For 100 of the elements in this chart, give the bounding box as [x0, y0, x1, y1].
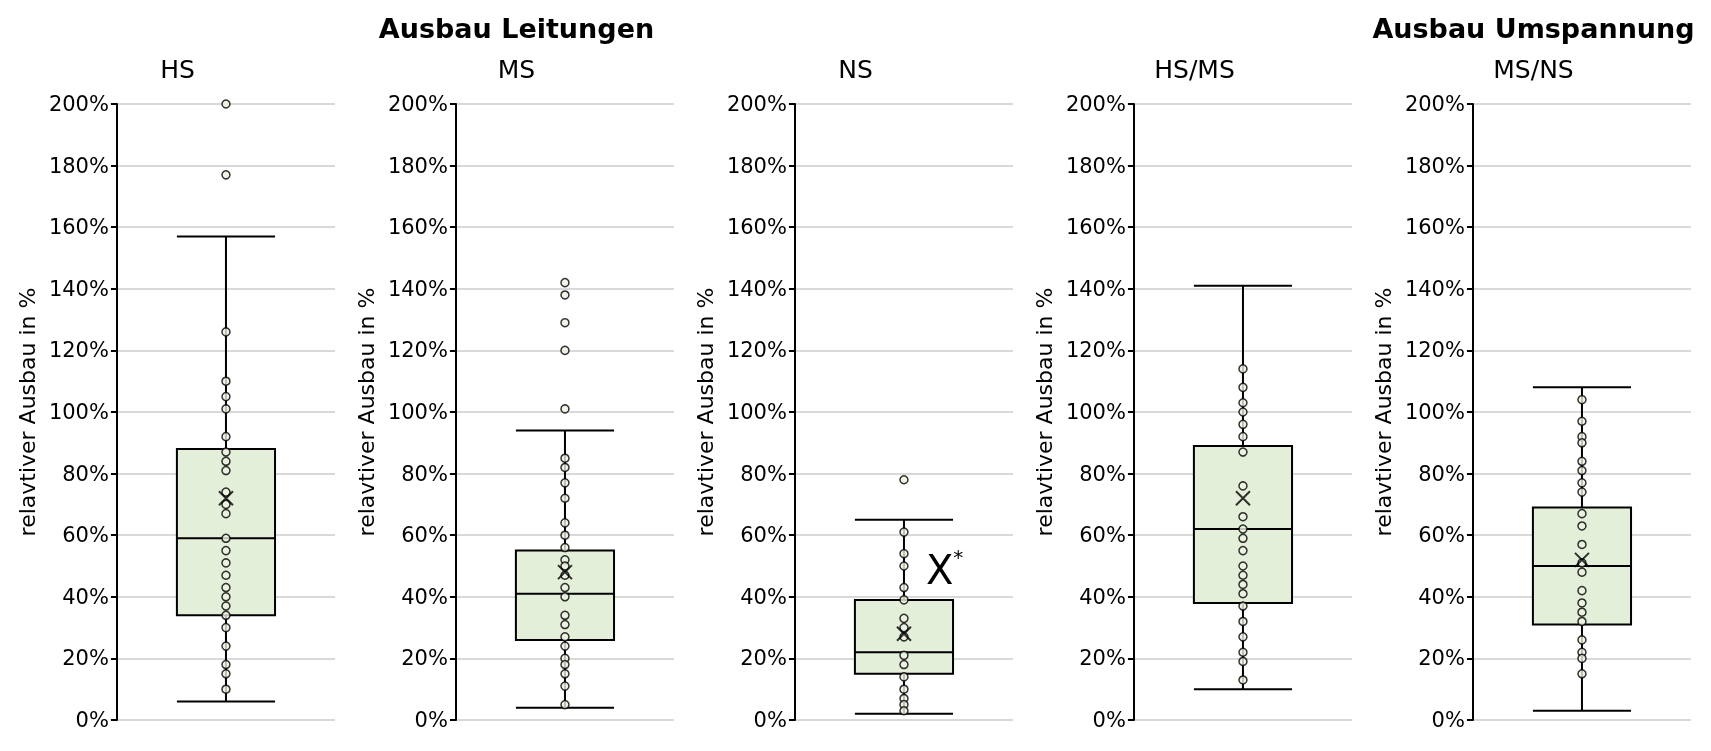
point — [1577, 539, 1587, 550]
y-tick-label: 200% — [1404, 92, 1465, 116]
point — [1238, 570, 1248, 580]
point — [1238, 656, 1248, 667]
y-axis-title: relavtiver Ausbau in % — [1370, 287, 1396, 537]
y-tick-label: 180% — [1404, 153, 1465, 178]
y-tick-label: 140% — [1065, 276, 1126, 301]
point — [899, 706, 909, 716]
chart-title: Ausbau Umspannung — [1372, 13, 1695, 44]
point — [221, 669, 231, 679]
y-tick-label: 100% — [387, 400, 448, 424]
point — [899, 561, 909, 571]
y-tick-label: 40% — [1418, 584, 1465, 609]
point — [560, 632, 570, 642]
chart-subtitle: MS — [497, 55, 536, 84]
point — [1577, 478, 1587, 488]
chart-subtitle: NS — [838, 55, 873, 84]
point — [1238, 632, 1248, 642]
y-tick-label: 160% — [1404, 215, 1465, 240]
point — [221, 456, 231, 467]
point — [221, 570, 231, 580]
point — [1238, 647, 1248, 657]
point — [1577, 653, 1587, 664]
point — [1577, 508, 1587, 519]
point — [560, 641, 570, 651]
point — [1238, 407, 1248, 417]
point — [1577, 616, 1587, 627]
y-tick-label: 180% — [726, 153, 787, 178]
point — [1238, 545, 1248, 556]
point — [899, 527, 909, 537]
point — [1577, 487, 1587, 497]
point — [1238, 382, 1248, 393]
point — [1238, 419, 1248, 430]
y-tick-label: 200% — [1065, 92, 1126, 116]
point — [560, 659, 570, 670]
point — [560, 462, 570, 473]
point — [221, 592, 231, 602]
y-tick-label: 80% — [1079, 461, 1126, 486]
point — [221, 391, 231, 402]
y-tick-label: 0% — [753, 708, 787, 732]
y-tick-label: 60% — [1418, 523, 1465, 548]
point — [221, 465, 231, 476]
point — [560, 530, 570, 540]
point — [1577, 607, 1587, 617]
point — [221, 641, 231, 651]
y-tick-label: 120% — [1404, 338, 1465, 363]
point — [899, 650, 909, 661]
point — [560, 542, 570, 553]
y-tick-label: 160% — [1065, 215, 1126, 240]
point — [1238, 675, 1248, 685]
point — [560, 493, 570, 503]
y-tick-label: 160% — [48, 215, 109, 240]
point — [1577, 669, 1587, 679]
point — [1238, 524, 1248, 534]
point — [1238, 481, 1248, 491]
y-tick-label: 20% — [1418, 646, 1465, 671]
point — [560, 681, 570, 691]
point — [1577, 585, 1587, 596]
y-tick-label: 20% — [401, 646, 448, 671]
point — [1238, 447, 1248, 457]
chart-subtitle: HS — [160, 55, 195, 84]
y-tick-label: 40% — [740, 584, 787, 609]
point — [1238, 533, 1248, 544]
point — [221, 622, 231, 633]
point — [221, 545, 231, 556]
point — [221, 582, 231, 593]
point — [1238, 616, 1248, 627]
point — [221, 327, 231, 337]
y-tick-label: 120% — [1065, 338, 1126, 363]
point — [221, 404, 231, 414]
point — [1577, 394, 1587, 405]
point — [899, 595, 909, 605]
y-axis-title: relavtiver Ausbau in % — [353, 287, 379, 537]
y-tick-label: 20% — [1079, 646, 1126, 671]
point — [1577, 635, 1587, 645]
y-tick-label: 180% — [1065, 153, 1126, 178]
point — [560, 610, 570, 621]
point — [1577, 465, 1587, 476]
y-tick-label: 0% — [75, 708, 109, 732]
point — [560, 478, 570, 488]
point — [899, 659, 909, 670]
y-tick-label: 160% — [726, 215, 787, 240]
point — [1238, 431, 1248, 442]
y-tick-label: 100% — [1065, 400, 1126, 424]
point — [1577, 456, 1587, 467]
point — [560, 619, 570, 630]
point — [1577, 416, 1587, 426]
point — [221, 558, 231, 568]
y-tick-label: 60% — [62, 523, 109, 548]
y-tick-label: 140% — [48, 276, 109, 301]
y-tick-label: 0% — [414, 708, 448, 732]
y-tick-label: 60% — [1079, 523, 1126, 548]
point — [221, 601, 231, 611]
y-tick-label: 120% — [726, 338, 787, 363]
y-tick-label: 80% — [62, 461, 109, 486]
point — [899, 548, 909, 559]
y-tick-label: 200% — [726, 92, 787, 116]
y-tick-label: 180% — [48, 153, 109, 178]
point — [221, 508, 231, 519]
point — [1238, 511, 1248, 522]
